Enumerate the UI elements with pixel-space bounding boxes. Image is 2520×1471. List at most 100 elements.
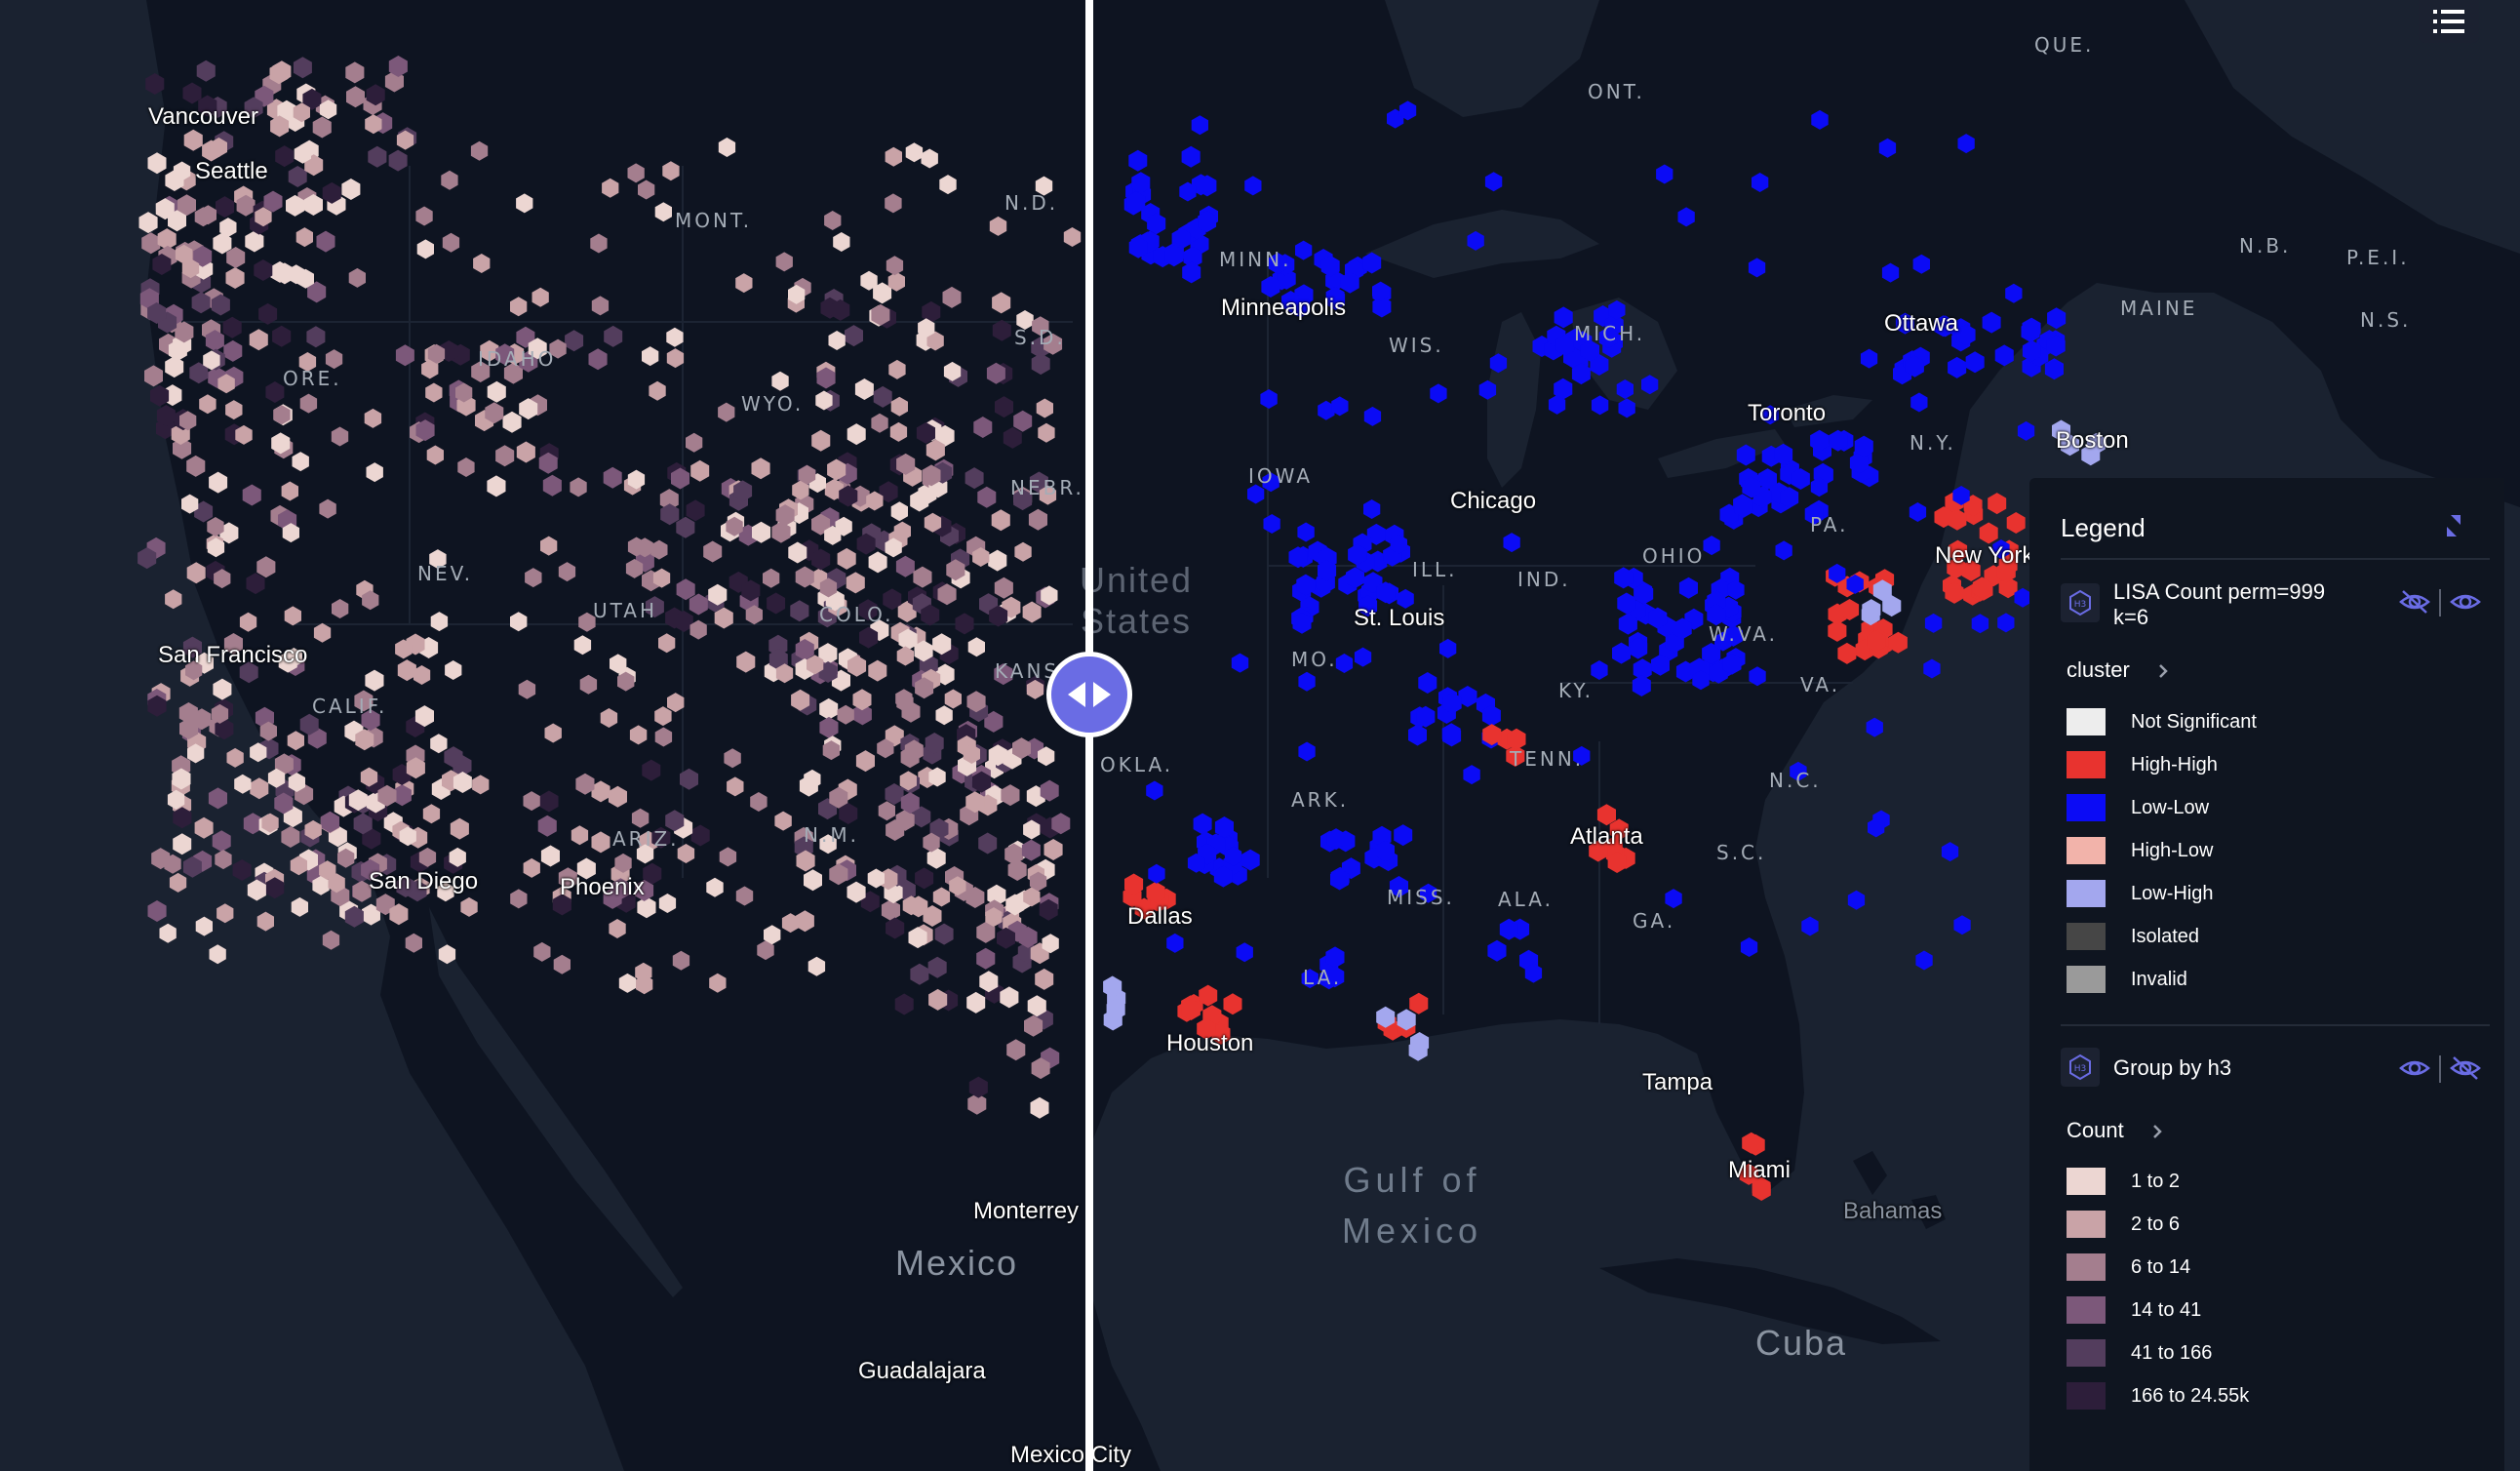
h3-hexagon[interactable] [157,228,177,251]
h3-hexagon[interactable] [523,857,540,878]
lisa-hexagon[interactable] [1126,191,1146,214]
h3-hexagon[interactable] [645,596,664,618]
h3-hexagon[interactable] [147,302,167,324]
h3-hexagon[interactable] [455,382,473,403]
h3-hexagon[interactable] [852,689,872,711]
h3-hexagon[interactable] [932,887,951,907]
h3-hexagon[interactable] [968,1076,988,1098]
lisa-hexagon[interactable] [1325,966,1345,988]
compare-split-handle[interactable] [1046,652,1132,737]
h3-hexagon[interactable] [768,634,788,656]
lisa-hexagon[interactable] [1936,315,1955,338]
lisa-hexagon[interactable] [1298,671,1316,692]
h3-hexagon[interactable] [603,466,622,489]
h3-hexagon[interactable] [898,628,918,651]
h3-hexagon[interactable] [312,875,330,895]
h3-hexagon[interactable] [973,417,993,438]
h3-hexagon[interactable] [361,858,380,881]
lisa-hexagon[interactable] [1573,745,1591,766]
h3-hexagon[interactable] [638,179,655,200]
h3-hexagon[interactable] [395,639,413,659]
lisa-hexagon[interactable] [1945,581,1964,604]
field-selector-count[interactable]: Count [2067,1118,2167,1143]
lisa-hexagon[interactable] [1846,574,1864,594]
h3-hexagon[interactable] [896,453,916,475]
lisa-hexagon[interactable] [1742,1132,1761,1154]
lisa-hexagon[interactable] [1128,149,1148,172]
h3-hexagon[interactable] [985,907,1003,928]
h3-hexagon[interactable] [881,899,900,921]
h3-hexagon[interactable] [833,232,850,252]
lisa-hexagon[interactable] [1389,876,1408,897]
lisa-hexagon[interactable] [1648,607,1668,629]
lisa-hexagon[interactable] [1829,563,1846,583]
h3-hexagon[interactable] [856,533,876,555]
lisa-hexagon[interactable] [1752,1176,1771,1199]
h3-hexagon[interactable] [207,517,224,537]
lisa-hexagon[interactable] [1131,172,1151,194]
h3-hexagon[interactable] [904,739,924,762]
h3-hexagon[interactable] [890,501,908,522]
h3-hexagon[interactable] [792,480,809,500]
h3-hexagon[interactable] [485,402,504,424]
h3-hexagon[interactable] [676,578,695,601]
h3-hexagon[interactable] [286,194,304,217]
lisa-hexagon[interactable] [1608,299,1626,320]
lisa-hexagon[interactable] [1325,286,1345,308]
lisa-hexagon[interactable] [1909,502,1927,522]
h3-hexagon[interactable] [926,331,944,351]
h3-hexagon[interactable] [896,693,914,712]
h3-hexagon[interactable] [631,808,650,828]
h3-hexagon[interactable] [819,716,839,738]
h3-hexagon[interactable] [579,674,598,695]
h3-hexagon[interactable] [672,950,690,971]
h3-hexagon[interactable] [680,768,698,790]
h3-hexagon[interactable] [365,114,382,135]
h3-hexagon[interactable] [272,325,292,347]
h3-hexagon[interactable] [1021,839,1041,861]
lisa-hexagon[interactable] [1996,561,2016,583]
h3-hexagon[interactable] [1040,779,1059,802]
h3-hexagon[interactable] [674,611,693,632]
h3-hexagon[interactable] [172,768,191,790]
lisa-hexagon[interactable] [1467,230,1484,251]
h3-hexagon[interactable] [215,850,232,870]
lisa-hexagon[interactable] [2047,307,2067,330]
h3-hexagon[interactable] [837,547,856,570]
h3-hexagon[interactable] [926,847,946,869]
h3-hexagon[interactable] [791,689,810,711]
h3-hexagon[interactable] [804,769,821,789]
h3-hexagon[interactable] [247,879,266,901]
h3-hexagon[interactable] [1029,871,1047,892]
h3-hexagon[interactable] [788,541,807,564]
h3-hexagon[interactable] [1014,541,1032,562]
lisa-hexagon[interactable] [1320,255,1340,277]
h3-hexagon[interactable] [187,743,205,764]
lisa-hexagon[interactable] [1748,258,1766,278]
lisa-hexagon[interactable] [1441,723,1461,745]
h3-hexagon[interactable] [299,713,319,736]
h3-hexagon[interactable] [212,830,231,853]
h3-hexagon[interactable] [168,210,186,232]
h3-hexagon[interactable] [449,847,466,867]
lisa-hexagon[interactable] [1934,506,1953,529]
lisa-hexagon[interactable] [1463,765,1480,785]
lisa-hexagon[interactable] [1214,816,1234,838]
h3-hexagon[interactable] [602,178,619,198]
h3-hexagon[interactable] [992,319,1011,341]
h3-hexagon[interactable] [827,458,847,481]
h3-hexagon[interactable] [708,583,728,606]
h3-hexagon[interactable] [796,850,815,872]
h3-hexagon[interactable] [416,239,434,259]
h3-hexagon[interactable] [223,339,243,362]
lisa-hexagon[interactable] [1953,915,1971,935]
h3-hexagon[interactable] [414,705,434,728]
lisa-hexagon[interactable] [1736,444,1755,466]
h3-hexagon[interactable] [181,258,200,279]
h3-hexagon[interactable] [337,848,355,868]
h3-hexagon[interactable] [994,576,1013,599]
lisa-hexagon[interactable] [1849,452,1869,474]
lisa-hexagon[interactable] [1197,1017,1216,1040]
lisa-hexagon[interactable] [1247,484,1265,504]
h3-hexagon[interactable] [887,271,905,292]
